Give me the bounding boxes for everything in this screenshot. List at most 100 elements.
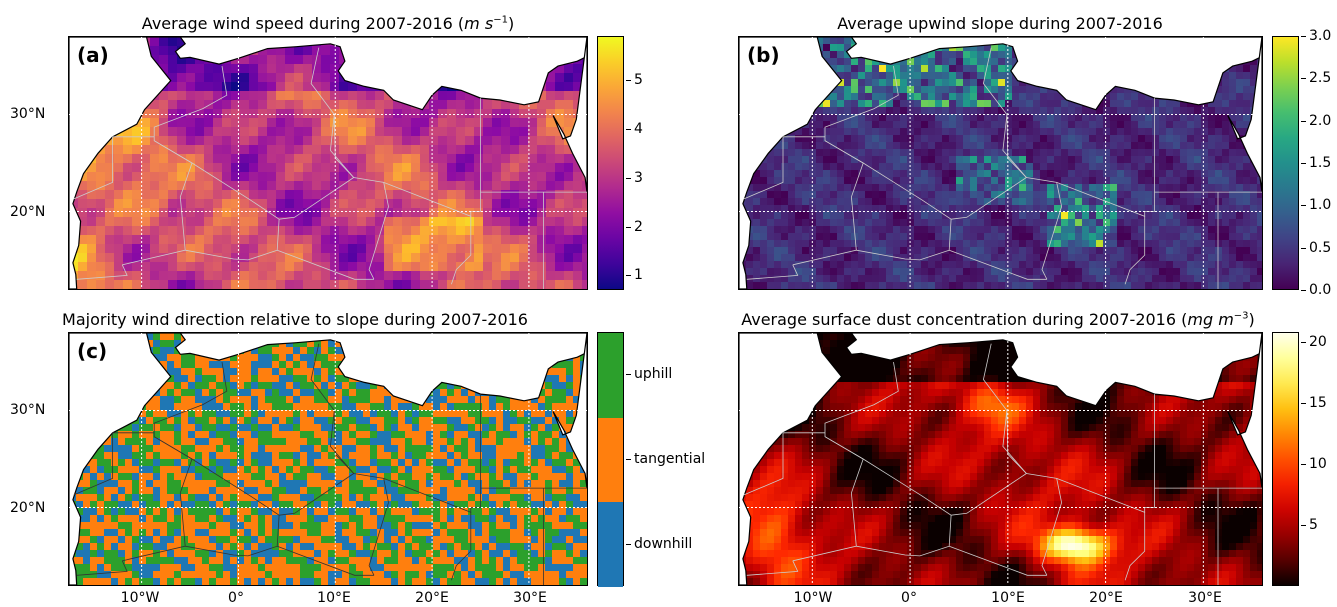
- country-border: [1124, 512, 1146, 581]
- colorbar-tick-label: 1.5: [1300, 155, 1332, 171]
- mediterranean-sea: [69, 37, 587, 111]
- mediterranean-sea: [739, 333, 1262, 407]
- map-raster-c: [69, 333, 587, 585]
- colorbar-tick-label: 1.0: [1300, 197, 1332, 214]
- colorbar-b: [1272, 36, 1299, 290]
- lat-label-30n-c: 30°N: [10, 402, 46, 418]
- country-border: [792, 140, 864, 266]
- colorbar-tick-label: 2.5: [1300, 70, 1332, 87]
- panel-a-label: (a): [77, 43, 109, 67]
- country-border: [824, 47, 1027, 220]
- country-border: [76, 560, 128, 576]
- colorbar-tick-label: 2: [626, 218, 643, 235]
- panel-b-label: (b): [747, 43, 780, 67]
- country-border: [122, 436, 193, 562]
- lat-label-20n-a: 20°N: [10, 204, 46, 220]
- lon-label-10w-d: 10°W: [793, 590, 833, 606]
- map-panel-c: (c): [68, 332, 588, 586]
- lon-label-20e-c: 20°E: [415, 590, 449, 606]
- map-panel-b: (b): [738, 36, 1263, 290]
- map-raster-b: [739, 37, 1262, 289]
- map-panel-d: (d): [738, 332, 1263, 586]
- country-border: [1041, 182, 1063, 280]
- colorbar-tick-label: 1: [626, 267, 643, 284]
- lat-label-30n-a: 30°N: [10, 106, 46, 122]
- lon-label-10e-d: 10°E: [991, 590, 1025, 606]
- colorbar-d: [1272, 332, 1299, 586]
- country-border: [277, 249, 374, 280]
- colorbar-tick-label: 3.0: [1300, 28, 1332, 44]
- country-border: [153, 47, 355, 220]
- country-border: [185, 515, 280, 557]
- country-border: [746, 560, 799, 576]
- panel-c-label: (c): [77, 339, 108, 363]
- lon-label-10w-c: 10°W: [120, 590, 160, 606]
- panel-a-title: Average wind speed during 2007-2016 (m s…: [141, 14, 515, 33]
- colorbar-tick-label: 4: [626, 120, 643, 137]
- lon-label-0-d: 0°: [901, 590, 917, 606]
- colorbar-tick-label: 10: [1301, 455, 1327, 472]
- colorbar-tick-label: 5: [1301, 516, 1318, 533]
- category-swatch-tangential: [598, 417, 623, 503]
- atlantic-ocean: [739, 333, 843, 585]
- country-border: [856, 219, 952, 261]
- panel-b-title: Average upwind slope during 2007-2016: [837, 14, 1163, 33]
- mediterranean-sea: [739, 37, 1262, 111]
- lon-label-20e-d: 20°E: [1089, 590, 1123, 606]
- panel-d-label: (d): [747, 339, 780, 363]
- country-border: [743, 432, 825, 496]
- category-swatch-downhill: [598, 502, 623, 587]
- category-legend-c: [597, 332, 624, 587]
- country-border: [451, 216, 472, 285]
- atlantic-ocean: [69, 37, 172, 289]
- red-sea: [1227, 37, 1262, 193]
- country-border: [368, 478, 389, 576]
- lat-label-20n-c: 20°N: [10, 500, 46, 516]
- atlantic-ocean: [69, 333, 172, 585]
- category-swatch-uphill: [598, 333, 623, 418]
- red-sea: [1227, 333, 1262, 489]
- colorbar-a: [597, 36, 624, 290]
- colorbar-tick-label: 20: [1301, 333, 1327, 350]
- category-label-uphill: uphill: [625, 366, 673, 383]
- mediterranean-sea: [69, 333, 587, 407]
- colorbar-tick-label: 3: [626, 169, 643, 186]
- colorbar-tick-label: 2.0: [1300, 112, 1332, 129]
- country-border: [277, 545, 374, 576]
- country-border: [792, 436, 864, 562]
- country-border: [122, 140, 193, 266]
- panel-d-title: Average surface dust concentration durin…: [741, 310, 1255, 329]
- red-sea: [552, 333, 587, 489]
- country-border: [451, 512, 472, 581]
- map-raster-a: [69, 37, 587, 289]
- category-label-tangential: tangential: [625, 451, 706, 467]
- panel-c-title: Majority wind direction relative to slop…: [62, 310, 528, 329]
- category-label-downhill: downhill: [625, 535, 693, 552]
- country-border: [743, 136, 825, 200]
- lon-label-30e-d: 30°E: [1188, 590, 1222, 606]
- country-border: [949, 545, 1047, 576]
- map-panel-a: (a): [68, 36, 588, 290]
- country-border: [746, 264, 799, 280]
- colorbar-tick-label: 0.5: [1300, 239, 1332, 256]
- atlantic-ocean: [739, 37, 843, 289]
- country-border: [73, 432, 155, 496]
- country-border: [856, 515, 952, 557]
- colorbar-tick-label: 0.0: [1300, 282, 1332, 298]
- colorbar-tick-label: 15: [1301, 394, 1327, 411]
- country-border: [949, 249, 1047, 280]
- lon-label-30e-c: 30°E: [513, 590, 547, 606]
- country-border: [1041, 478, 1063, 576]
- country-border: [824, 343, 1027, 516]
- country-border: [185, 219, 280, 261]
- country-border: [368, 182, 389, 280]
- map-raster-d: [739, 333, 1262, 585]
- colorbar-tick-label: 5: [626, 71, 643, 88]
- country-border: [1124, 216, 1146, 285]
- lon-label-10e-c: 10°E: [317, 590, 351, 606]
- country-border: [73, 136, 155, 200]
- country-border: [76, 264, 128, 280]
- red-sea: [552, 37, 587, 193]
- lon-label-0-c: 0°: [228, 590, 244, 606]
- country-border: [153, 343, 355, 516]
